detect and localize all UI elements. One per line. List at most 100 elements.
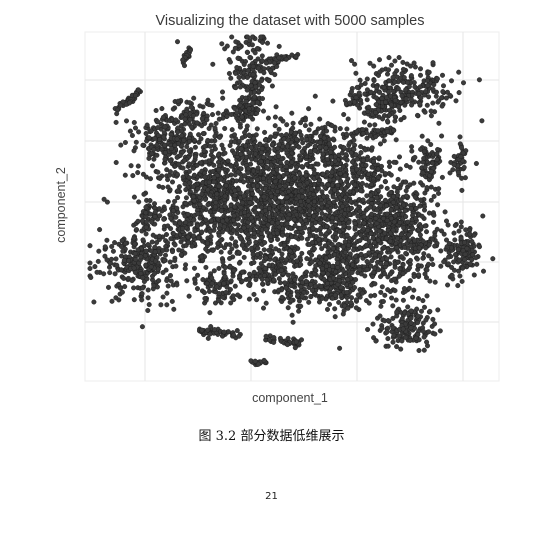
scatter-point	[395, 86, 401, 92]
scatter-point	[419, 213, 425, 219]
scatter-point	[408, 63, 414, 69]
scatter-point	[309, 240, 315, 246]
scatter-point	[272, 123, 278, 129]
scatter-point	[449, 245, 455, 251]
scatter-point	[367, 122, 373, 128]
scatter-point	[147, 198, 153, 204]
scatter-point	[121, 257, 127, 263]
scatter-point	[434, 76, 440, 82]
scatter-point	[312, 93, 318, 99]
scatter-point	[426, 210, 432, 216]
scatter-point	[210, 61, 216, 67]
scatter-point	[352, 182, 358, 188]
scatter-point	[284, 221, 290, 227]
scatter-point	[410, 212, 416, 218]
scatter-point	[202, 196, 208, 202]
scatter-point	[387, 238, 393, 244]
scatter-point	[269, 83, 275, 89]
scatter-point	[224, 113, 230, 119]
scatter-point	[240, 200, 246, 206]
scatter-point	[253, 277, 259, 283]
scatter-point	[388, 207, 394, 213]
scatter-point	[143, 210, 149, 216]
scatter-point	[365, 327, 371, 333]
scatter-point	[481, 268, 487, 274]
scatter-point	[369, 258, 375, 264]
scatter-point	[161, 257, 167, 263]
scatter-point	[325, 306, 331, 312]
scatter-point	[291, 217, 297, 223]
scatter-point	[197, 215, 203, 221]
scatter-point	[175, 98, 181, 104]
scatter-point	[199, 229, 205, 235]
scatter-point	[329, 169, 335, 175]
scatter-point	[244, 123, 250, 129]
scatter-point	[358, 150, 364, 156]
scatter-point	[440, 72, 446, 78]
scatter-point	[174, 282, 180, 288]
scatter-point	[227, 264, 233, 270]
scatter-point	[335, 260, 341, 266]
scatter-point	[364, 87, 370, 93]
scatter-point	[299, 136, 305, 142]
scatter-point	[107, 270, 113, 276]
scatter-point	[120, 248, 126, 254]
scatter-point	[434, 226, 440, 232]
scatter-point	[309, 259, 315, 265]
scatter-point	[337, 171, 343, 177]
scatter-point	[390, 227, 396, 233]
scatter-point	[471, 232, 477, 238]
scatter-point	[305, 198, 311, 204]
scatter-point	[411, 60, 417, 66]
scatter-point	[285, 215, 291, 221]
scatter-point	[230, 227, 236, 233]
scatter-point	[401, 286, 407, 292]
scatter-point	[479, 118, 485, 124]
scatter-point	[408, 242, 414, 248]
scatter-point	[216, 167, 222, 173]
scatter-point	[207, 310, 213, 316]
scatter-point	[373, 110, 379, 116]
scatter-point	[329, 219, 335, 225]
scatter-point	[329, 215, 335, 221]
scatter-point	[233, 239, 239, 245]
scatter-point	[288, 154, 294, 160]
scatter-point	[358, 144, 364, 150]
scatter-point	[387, 163, 393, 169]
scatter-point	[209, 212, 215, 218]
scatter-point	[275, 220, 281, 226]
scatter-point	[427, 308, 433, 314]
scatter-point	[147, 211, 153, 217]
scatter-point	[395, 192, 401, 198]
scatter-point	[247, 227, 253, 233]
scatter-point	[203, 159, 209, 165]
scatter-point	[334, 235, 340, 241]
scatter-point	[374, 85, 380, 91]
scatter-point	[424, 77, 430, 83]
scatter-point	[350, 167, 356, 173]
scatter-point	[227, 241, 233, 247]
scatter-point	[456, 69, 462, 75]
scatter-point	[282, 280, 288, 286]
scatter-point	[167, 259, 173, 265]
scatter-point	[430, 100, 436, 106]
scatter-point	[375, 237, 381, 243]
scatter-point	[263, 300, 269, 306]
scatter-point	[378, 261, 384, 267]
scatter-point	[342, 211, 348, 217]
scatter-point	[445, 282, 451, 288]
scatter-point	[297, 206, 303, 212]
scatter-point	[388, 172, 394, 178]
scatter-point	[87, 243, 93, 249]
scatter-point	[145, 308, 151, 314]
scatter-point	[230, 293, 236, 299]
scatter-point	[422, 271, 428, 277]
scatter-point	[149, 239, 155, 245]
scatter-point	[336, 299, 342, 305]
scatter-point	[352, 220, 358, 226]
scatter-point	[412, 194, 418, 200]
scatter-point	[144, 122, 150, 128]
scatter-point	[231, 150, 237, 156]
scatter-point	[398, 346, 404, 352]
scatter-point	[353, 201, 359, 207]
